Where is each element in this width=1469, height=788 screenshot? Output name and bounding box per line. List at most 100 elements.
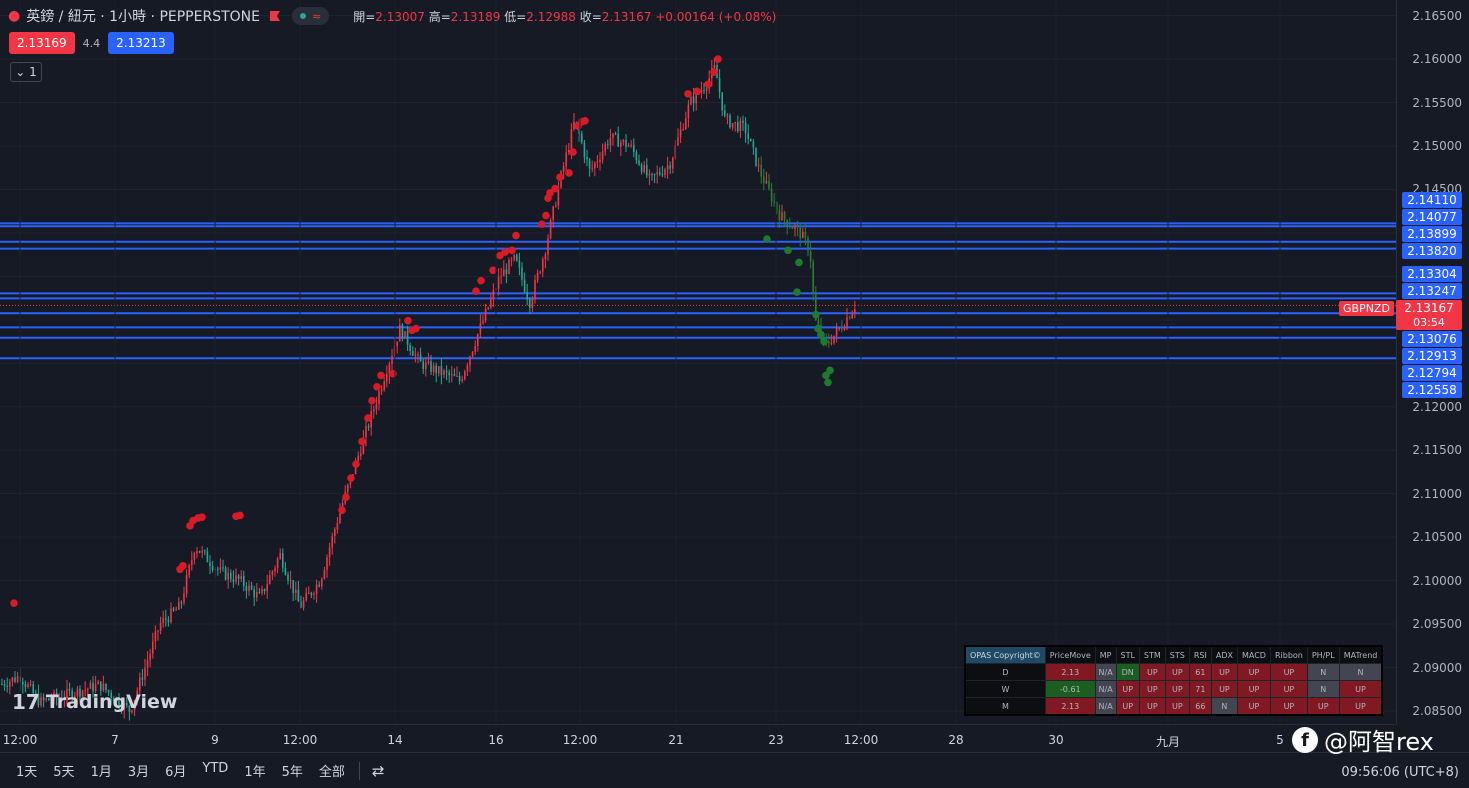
- signal-dot-sell: [512, 231, 520, 240]
- candle-body: [76, 688, 79, 696]
- symbol-logo-icon[interactable]: ●: [8, 8, 21, 24]
- candle-body: [336, 523, 339, 530]
- candle-body: [622, 140, 625, 143]
- level-price-label: 2.13076: [1402, 331, 1462, 347]
- candle-body: [71, 690, 73, 699]
- price-axis[interactable]: 2.16500 2.16000 2.15500 2.15000 2.14500 2.120…: [1396, 0, 1469, 724]
- price-tick-label: 2.12000: [1412, 399, 1462, 414]
- signal-dot-buy: [826, 366, 834, 375]
- candle-body: [245, 585, 248, 591]
- candle-body: [653, 173, 656, 175]
- candle-body: [292, 580, 294, 593]
- symbol-price-tag: GBPNZD: [1339, 301, 1394, 316]
- opas-cell: UP: [1210, 680, 1238, 698]
- range-button[interactable]: 1年: [244, 765, 266, 780]
- candle-body: [74, 695, 76, 699]
- candle-body: [776, 202, 778, 211]
- opas-cell: 61: [1188, 663, 1212, 681]
- range-button[interactable]: YTD: [202, 761, 229, 776]
- signal-dot-buy: [812, 310, 820, 319]
- candle-body: [822, 336, 825, 338]
- candle-body: [295, 589, 297, 593]
- range-button[interactable]: 1月: [90, 765, 112, 780]
- candle-body: [180, 602, 183, 604]
- signal-dot-sell: [377, 371, 385, 380]
- candle-body: [146, 660, 149, 668]
- candle-body: [162, 618, 164, 623]
- range-button[interactable]: 全部: [318, 765, 345, 780]
- time-tick-label: 16: [488, 733, 504, 747]
- range-button[interactable]: 5年: [281, 765, 303, 780]
- candle-body: [373, 409, 375, 412]
- candle-body: [302, 600, 305, 608]
- candle-body: [591, 168, 593, 170]
- candle-body: [188, 565, 190, 575]
- candle-body: [718, 78, 721, 93]
- opas-column-header: MACD: [1236, 645, 1271, 664]
- buy-button[interactable]: 2.13213: [108, 32, 174, 54]
- candle-body: [614, 133, 617, 135]
- opas-cell: 71: [1188, 680, 1212, 698]
- candle-body: [687, 104, 690, 119]
- candle-body: [118, 697, 120, 707]
- signal-dot-buy: [795, 258, 803, 267]
- current-price: 2.13167: [1404, 301, 1454, 315]
- candle-body: [300, 601, 302, 608]
- candle-body: [445, 370, 448, 373]
- signal-dot-sell: [581, 117, 589, 125]
- candle-body: [640, 164, 643, 172]
- candle-body: [396, 341, 398, 347]
- opas-column-header: STS: [1164, 645, 1190, 664]
- price-chart[interactable]: [0, 0, 1396, 724]
- time-tick-label: 12:00: [2, 733, 38, 747]
- candle-body: [326, 557, 328, 571]
- candle-body: [505, 269, 508, 274]
- signal-dot-sell: [10, 599, 18, 607]
- candle-body: [456, 375, 458, 377]
- sell-button[interactable]: 2.13169: [9, 32, 75, 54]
- candle-body: [170, 608, 172, 623]
- candle-body: [521, 267, 523, 280]
- signal-dot-sell: [352, 460, 360, 468]
- level-price-label: 2.13304: [1402, 266, 1462, 282]
- range-buttons: 1天 5天 1月 3月 6月 YTD 1年 5年 全部: [0, 761, 353, 780]
- signal-dot-sell: [569, 148, 577, 156]
- range-button[interactable]: 1天: [16, 765, 38, 780]
- candle-body: [45, 698, 47, 700]
- market-open-dot-icon: [299, 13, 306, 19]
- candle-body: [94, 684, 97, 692]
- candle-body: [287, 574, 289, 581]
- candle-body: [854, 309, 856, 314]
- goto-date-icon[interactable]: ⇄: [371, 761, 385, 780]
- opas-column-header: ADX: [1210, 645, 1238, 664]
- clock[interactable]: 09:56:06 (UTC+8): [1341, 765, 1459, 780]
- candle-body: [747, 133, 749, 139]
- signal-dot-sell: [546, 189, 554, 197]
- candle-body: [328, 547, 331, 558]
- candle-body: [318, 584, 320, 587]
- symbol-header: ● 英鎊 / 紐元 · 1小時 · PEPPERSTONE ≈ 開=2.1300…: [8, 6, 776, 26]
- range-button[interactable]: 6月: [165, 765, 187, 780]
- signal-dot-sell: [179, 562, 187, 570]
- range-button[interactable]: 5天: [53, 765, 75, 780]
- candle-body: [737, 121, 739, 132]
- candle-body: [185, 574, 188, 594]
- range-button[interactable]: 3月: [127, 765, 150, 780]
- candle-body: [461, 379, 463, 381]
- candle-body: [596, 161, 599, 163]
- candle-body: [609, 137, 612, 146]
- market-status-pill[interactable]: ≈: [291, 7, 330, 25]
- opas-cell: UP: [1115, 697, 1140, 716]
- candle-body: [165, 618, 167, 620]
- symbol-title[interactable]: 英鎊 / 紐元 · 1小時 · PEPPERSTONE: [26, 9, 260, 25]
- candle-body: [547, 238, 549, 255]
- tradingview-logo[interactable]: 17 TradingView: [12, 690, 177, 714]
- candle-body: [401, 324, 404, 339]
- candle-body: [211, 566, 214, 570]
- indicator-collapse-button[interactable]: ⌄ 1: [10, 62, 42, 82]
- time-axis[interactable]: 12:00 7 9 12:00 14 16 12:00 21 23 12:00 28 30 九月 5: [0, 724, 1396, 753]
- candle-body: [695, 91, 697, 104]
- chevron-down-icon: ⌄: [15, 65, 26, 79]
- candle-body: [497, 276, 500, 289]
- flag-icon[interactable]: [269, 11, 280, 21]
